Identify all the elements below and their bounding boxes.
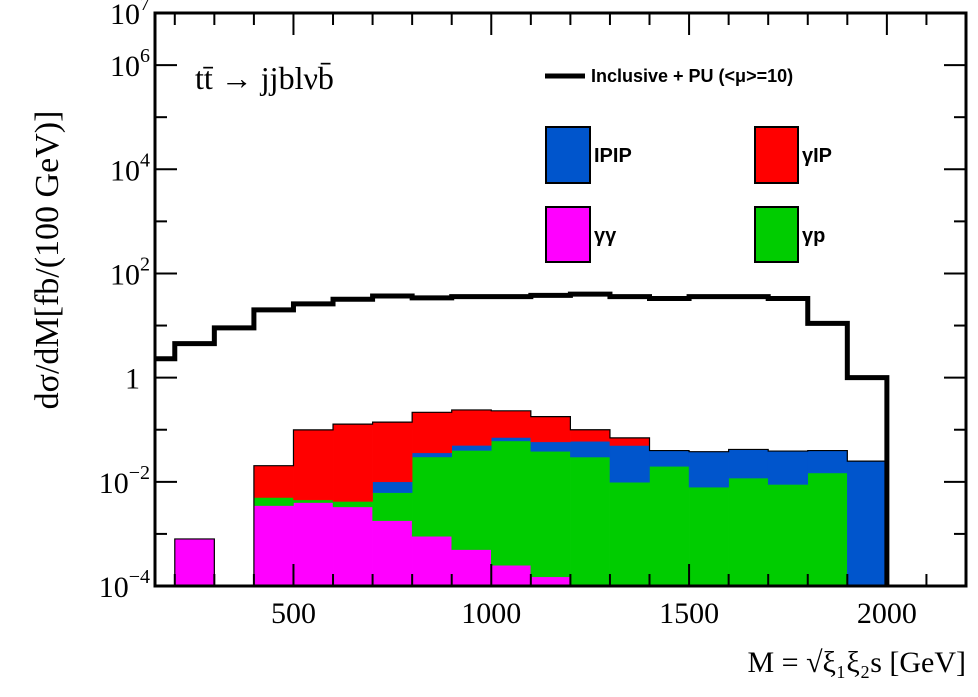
x-tick-label: 1500 (659, 597, 719, 630)
bar (372, 520, 413, 587)
x-axis-label: M = √ξ₁ξ₂s [GeV] (747, 646, 966, 679)
bar (609, 437, 650, 446)
bar (372, 481, 413, 493)
bar (293, 499, 334, 503)
y-tick-label: 107 (110, 0, 150, 31)
legend-ipip-swatch (545, 126, 591, 184)
bar (174, 538, 215, 587)
series-0-bars (174, 502, 571, 587)
bar (570, 456, 611, 587)
y-tick-label: 106 (110, 45, 150, 83)
bar (570, 429, 611, 442)
bar (491, 437, 532, 442)
bar (253, 465, 294, 498)
bar (372, 421, 413, 483)
legend-gammap-swatch (754, 206, 799, 263)
bar (491, 410, 532, 438)
histogram-layer (155, 291, 890, 587)
ticks-layer: 107 106 104 102 1 10−2 10−4 500 1000 1500 2000 (99, 0, 967, 630)
bar (530, 416, 571, 443)
stack-outline (155, 409, 887, 587)
legend-ipip-label: IPIP (594, 145, 632, 167)
bar (688, 451, 729, 488)
x-tick-label: 2000 (857, 597, 917, 630)
y-axis-label: dσ/dM[fb/(100 GeV)] (29, 111, 66, 410)
bar (253, 505, 294, 587)
inclusive-line (155, 291, 890, 586)
bar (767, 450, 809, 485)
plot-frame (153, 11, 968, 588)
bar (293, 429, 334, 501)
bar (332, 506, 373, 587)
legend-inclusive-label: Inclusive + PU (<μ>=10) (591, 66, 793, 86)
bar (807, 450, 848, 474)
bar (609, 482, 650, 587)
bar (649, 466, 690, 587)
bar (570, 441, 611, 458)
bar (451, 409, 492, 446)
legend-gammap-label: γp (802, 225, 825, 247)
bar (332, 501, 373, 508)
bar (411, 452, 452, 458)
bar (728, 449, 769, 479)
y-tick-label: 1 (125, 363, 140, 396)
bar (411, 536, 452, 587)
bar (411, 412, 452, 454)
bar (688, 486, 729, 587)
bar (332, 423, 373, 502)
process-label: tt̄ → jjblνb̄ (195, 60, 334, 96)
bar (293, 502, 334, 587)
bar (491, 440, 532, 566)
bar (491, 565, 532, 587)
legend-gammaip-label: γIP (802, 145, 832, 167)
series-3-bars (253, 409, 650, 502)
legend-gammagamma-label: γγ (594, 225, 617, 247)
bar (847, 460, 888, 587)
bar (530, 441, 571, 452)
bar (451, 549, 492, 587)
y-tick-label: 10−4 (99, 566, 150, 604)
bar (253, 497, 294, 506)
bar (728, 477, 769, 587)
bar (807, 472, 848, 587)
x-tick-label: 500 (271, 597, 316, 630)
bar (530, 451, 571, 578)
y-tick-label: 104 (110, 149, 150, 187)
bar (451, 445, 492, 451)
x-tick-label: 1000 (461, 597, 521, 630)
bar (372, 492, 413, 521)
legend: Inclusive + PU (<μ>=10) IPIP γIP γγ γp (545, 66, 832, 263)
bar (411, 456, 452, 537)
bar (451, 450, 492, 550)
y-tick-label: 102 (110, 253, 150, 291)
bar (649, 450, 690, 467)
bar (609, 445, 650, 483)
legend-gammagamma-swatch (545, 206, 591, 263)
bar (767, 484, 809, 587)
y-tick-label: 10−2 (99, 462, 150, 500)
series-1-bars (253, 440, 848, 587)
legend-gammaip-swatch (754, 126, 799, 184)
